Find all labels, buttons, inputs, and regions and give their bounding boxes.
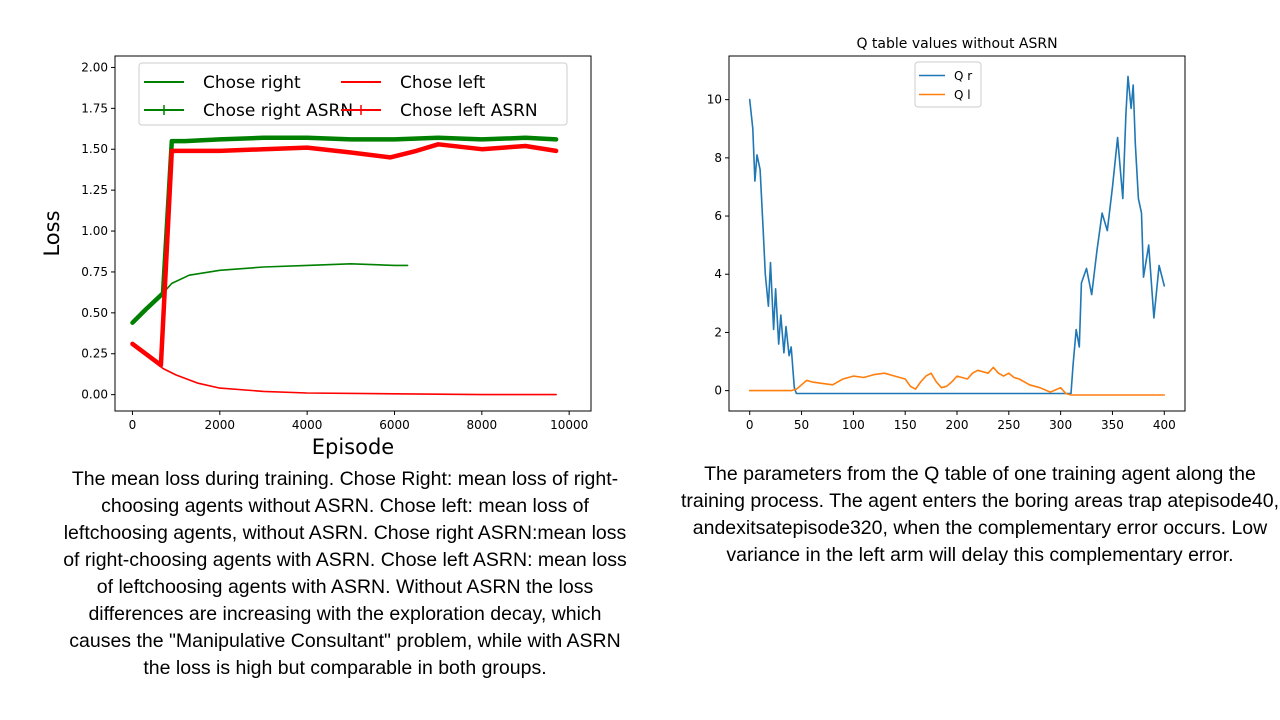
series-line-chose-left [131, 343, 557, 396]
series-line-chose-right [131, 262, 409, 322]
loss-chart-panel: 0 2000 4000 6000 8000 10000 0.00 0.25 0.50 0.75 1.… [40, 55, 627, 679]
x-tick-label: 100 [842, 418, 865, 432]
legend-box [914, 61, 982, 108]
loss-chart-caption: The mean loss during training. Chose Rig… [63, 468, 627, 679]
chart-title: Q table values without ASRN [856, 36, 1057, 52]
y-tick-label: 0 [714, 384, 722, 398]
y-tick-label: 0.75 [81, 265, 108, 279]
x-tick-label: 4000 [292, 418, 323, 432]
legend-label-q-r: Q r [954, 69, 972, 83]
legend-box [138, 62, 568, 126]
legend-label-chose-left: Chose left [400, 73, 486, 93]
legend-label-chose-right-asrn: Chose right ASRN [203, 101, 353, 121]
x-tick-label: 10000 [550, 418, 588, 432]
legend-label-q-l: Q l [954, 88, 971, 102]
q-table-chart-caption: The parameters from the Q table of one t… [680, 463, 1280, 566]
y-tick-label: 1.50 [81, 142, 108, 156]
series-line-q-l [748, 366, 1166, 396]
series-line-chose-right-asrn [130, 135, 559, 325]
x-tick-label: 8000 [467, 418, 498, 432]
q-table-chart: 0 50 100 150 200 250 300 350 400 0 2 4 6 8 10 Q table v… [707, 36, 1186, 432]
y-tick-label: 0.50 [81, 306, 108, 320]
y-tick-label: 0.00 [81, 388, 108, 402]
y-tick-label: 1.75 [81, 101, 108, 115]
y-tick-label: 1.25 [81, 183, 108, 197]
x-tick-label: 350 [1101, 418, 1124, 432]
legend-label-chose-left-asrn: Chose left ASRN [400, 101, 538, 121]
y-tick-label: 1.00 [81, 224, 108, 238]
plot-frame [114, 55, 592, 412]
x-tick-label: 2000 [205, 418, 236, 432]
y-axis-label: Loss [40, 210, 64, 256]
y-tick-label: 6 [714, 209, 722, 223]
series-line-q-r [748, 75, 1166, 395]
x-tick-label: 50 [794, 418, 809, 432]
x-tick-label: 300 [1049, 418, 1072, 432]
y-tick-label: 2 [714, 325, 722, 339]
y-tick-label: 2.00 [81, 60, 108, 74]
plot-frame [728, 55, 1186, 412]
y-tick-label: 4 [714, 267, 722, 281]
x-tick-label: 150 [894, 418, 917, 432]
x-axis-label: Episode [312, 435, 394, 459]
q-table-chart-panel: 0 50 100 150 200 250 300 350 400 0 2 4 6 8 10 Q table v… [640, 0, 1280, 720]
y-tick-label: 8 [714, 151, 722, 165]
x-tick-label: 200 [946, 418, 969, 432]
x-tick-label: 0 [746, 418, 754, 432]
x-tick-label: 250 [997, 418, 1020, 432]
legend-label-chose-right: Chose right [203, 73, 301, 93]
loss-chart: 0 2000 4000 6000 8000 10000 0.00 0.25 0.50 0.75 1.… [40, 55, 592, 459]
y-tick-label: 0.25 [81, 347, 108, 361]
x-tick-label: 6000 [379, 418, 410, 432]
x-tick-label: 0 [129, 418, 137, 432]
y-tick-label: 10 [707, 93, 722, 107]
x-tick-label: 400 [1153, 418, 1176, 432]
series-line-chose-left-asrn [130, 142, 559, 368]
